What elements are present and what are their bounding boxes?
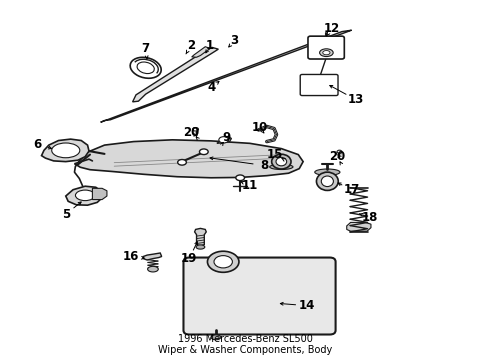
Ellipse shape	[319, 49, 333, 57]
Text: 1996 Mercedes-Benz SL500
Wiper & Washer Components, Body: 1996 Mercedes-Benz SL500 Wiper & Washer …	[158, 334, 332, 355]
Polygon shape	[93, 188, 107, 199]
Ellipse shape	[315, 169, 340, 175]
Ellipse shape	[130, 57, 161, 78]
Ellipse shape	[214, 256, 232, 268]
Ellipse shape	[270, 164, 293, 170]
Ellipse shape	[196, 245, 205, 249]
Text: 12: 12	[324, 22, 341, 35]
Text: 1: 1	[206, 39, 214, 52]
Polygon shape	[74, 140, 303, 178]
Ellipse shape	[323, 50, 330, 55]
Polygon shape	[192, 47, 210, 57]
Ellipse shape	[219, 137, 228, 143]
FancyBboxPatch shape	[183, 257, 336, 334]
Text: 16: 16	[123, 250, 139, 263]
Ellipse shape	[276, 157, 287, 166]
Text: 14: 14	[299, 299, 315, 312]
Ellipse shape	[211, 335, 221, 340]
Text: 18: 18	[362, 211, 378, 224]
Polygon shape	[195, 228, 206, 246]
Text: 20: 20	[329, 150, 345, 163]
Ellipse shape	[52, 143, 80, 158]
Text: 8: 8	[260, 159, 269, 172]
Polygon shape	[143, 253, 162, 260]
Text: 9: 9	[222, 131, 231, 144]
Ellipse shape	[321, 176, 333, 186]
Ellipse shape	[178, 159, 186, 165]
Text: 13: 13	[347, 93, 364, 106]
Ellipse shape	[337, 150, 342, 153]
Text: 5: 5	[62, 208, 70, 221]
Ellipse shape	[199, 149, 208, 154]
Text: 20: 20	[184, 126, 200, 139]
Ellipse shape	[317, 172, 338, 190]
Polygon shape	[66, 186, 102, 205]
Polygon shape	[100, 30, 352, 122]
Polygon shape	[347, 222, 371, 231]
Text: 6: 6	[33, 138, 42, 150]
FancyBboxPatch shape	[300, 75, 338, 95]
Text: 10: 10	[251, 121, 268, 134]
Text: 4: 4	[208, 81, 216, 94]
Text: 11: 11	[242, 179, 258, 192]
Ellipse shape	[137, 62, 154, 73]
Ellipse shape	[193, 127, 198, 131]
Ellipse shape	[207, 251, 239, 272]
Polygon shape	[133, 48, 219, 102]
Text: 19: 19	[181, 252, 197, 265]
Text: 15: 15	[267, 148, 283, 161]
Ellipse shape	[75, 190, 95, 201]
Ellipse shape	[236, 175, 245, 181]
Text: 2: 2	[187, 39, 195, 52]
Polygon shape	[217, 137, 231, 143]
Text: 7: 7	[142, 42, 150, 55]
Ellipse shape	[147, 266, 158, 272]
Ellipse shape	[271, 154, 291, 169]
Text: 3: 3	[230, 34, 239, 47]
FancyBboxPatch shape	[308, 36, 344, 59]
Text: 17: 17	[343, 183, 360, 196]
Polygon shape	[42, 139, 89, 162]
